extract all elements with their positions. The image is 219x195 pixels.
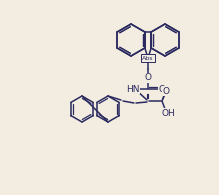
Text: O: O xyxy=(162,87,170,96)
Text: OH: OH xyxy=(161,108,175,118)
Text: O: O xyxy=(145,74,152,82)
Text: Abs: Abs xyxy=(142,56,154,60)
Text: HN: HN xyxy=(126,84,140,93)
Text: O: O xyxy=(159,84,166,93)
